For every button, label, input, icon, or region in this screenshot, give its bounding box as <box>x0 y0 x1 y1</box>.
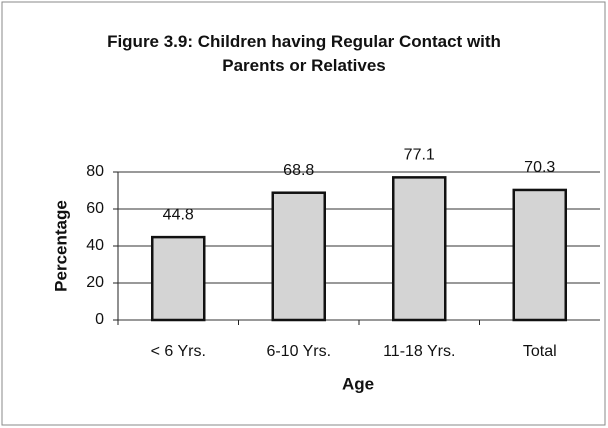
chart-title: Figure 3.9: Children having Regular Cont… <box>107 32 501 75</box>
bar <box>512 188 567 322</box>
y-tick-label: 20 <box>86 274 104 291</box>
y-tick-label: 60 <box>86 200 104 217</box>
bar <box>151 235 206 322</box>
x-tick-label: 6-10 Yrs. <box>266 343 331 360</box>
x-tick-label: 11-18 Yrs. <box>383 343 455 360</box>
y-axis-label: Percentage <box>51 200 70 292</box>
value-label: 70.3 <box>524 159 555 176</box>
value-label: 44.8 <box>163 206 194 223</box>
y-tick-label: 80 <box>86 163 104 180</box>
y-tick-label: 40 <box>86 237 104 254</box>
value-label: 68.8 <box>283 162 314 179</box>
y-tick-label: 0 <box>95 311 104 328</box>
x-axis-label: Age <box>342 374 374 393</box>
x-tick-label: < 6 Yrs. <box>151 343 206 360</box>
value-label: 77.1 <box>404 147 435 164</box>
bar <box>271 191 326 322</box>
bar <box>392 176 447 322</box>
x-tick-label: Total <box>523 343 557 360</box>
